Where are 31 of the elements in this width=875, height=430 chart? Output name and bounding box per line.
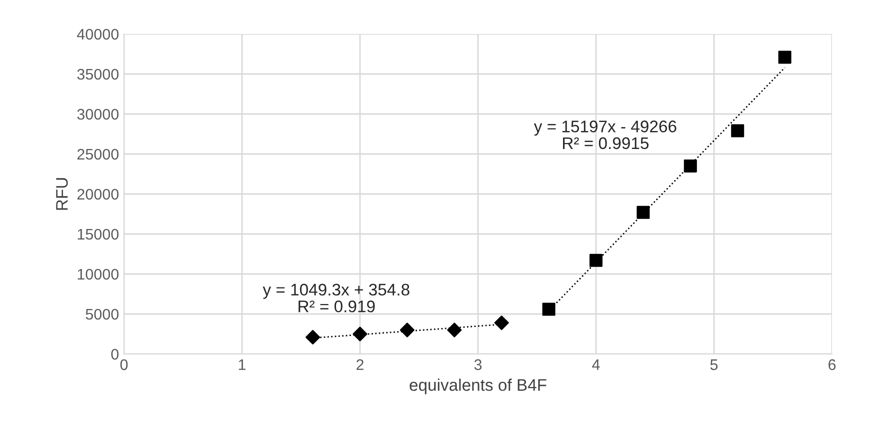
annotation: y = 15197x - 49266 R² = 0.9915: [534, 120, 676, 150]
point: [636, 206, 650, 219]
y-tick-label: 40000: [77, 28, 119, 40]
y-tick-label: 0: [111, 348, 119, 360]
y-tick-label: 35000: [77, 68, 119, 80]
point: [400, 322, 414, 338]
point: [542, 302, 556, 316]
x-tick-label: 6: [828, 359, 836, 370]
point: [494, 316, 509, 330]
point: [352, 326, 368, 342]
point: [447, 322, 462, 338]
y-tick-label: 15000: [78, 228, 119, 240]
x-axis-title: equivalents of B4F: [410, 378, 546, 394]
y-tick-label: 30000: [77, 108, 119, 120]
point: [731, 124, 744, 138]
y-tick-label: 5000: [86, 308, 119, 320]
x-tick-label: 2: [356, 359, 364, 370]
x-tick-label: 3: [474, 359, 482, 370]
point: [684, 159, 697, 173]
point: [306, 330, 320, 344]
y-tick-label: 20000: [77, 188, 119, 200]
annotation: y = 1049.3x + 354.8 R² = 0.919: [262, 284, 410, 312]
y-axis-title: RFU: [56, 178, 68, 210]
x-tick-label: 0: [120, 359, 128, 370]
x-tick-label: 1: [238, 359, 246, 370]
point: [589, 254, 603, 267]
x-tick-label: 5: [710, 359, 718, 370]
point: [778, 50, 792, 64]
y-tick-label: 10000: [78, 268, 119, 280]
x-tick-label: 4: [592, 359, 600, 370]
y-tick-label: 25000: [77, 148, 119, 160]
